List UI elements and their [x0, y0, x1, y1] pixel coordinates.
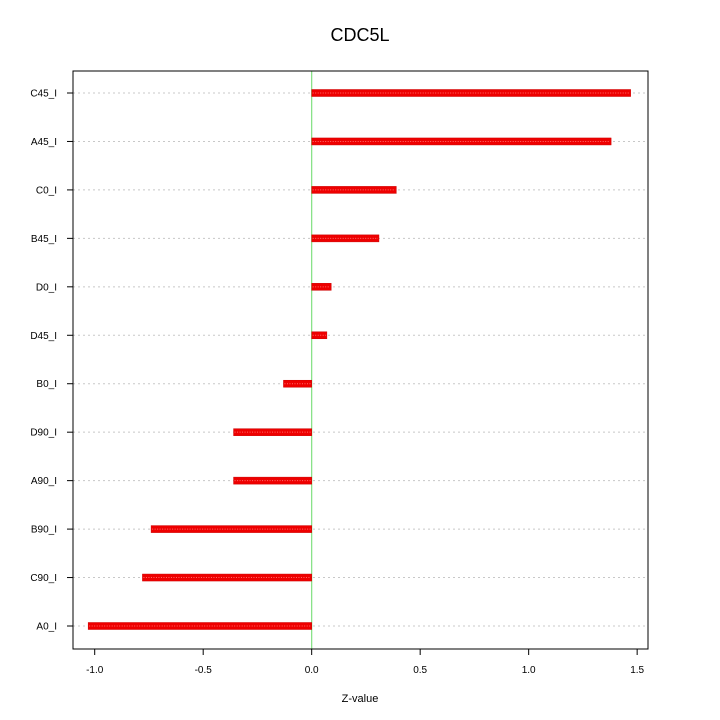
- bar-rect: [150, 525, 312, 533]
- y-tick-label: B0_I: [36, 379, 57, 390]
- bar-rect: [311, 186, 397, 194]
- bar-A0_I: [87, 622, 312, 630]
- x-tick-label: 1.5: [630, 665, 644, 676]
- y-tick-label: D0_I: [36, 282, 57, 293]
- y-tick-label: A0_I: [36, 622, 57, 633]
- bar-rect: [311, 137, 612, 146]
- x-axis: -1.0 -0.5 0.0 0.5 1.0 1.5: [86, 649, 645, 676]
- y-tick-label: D90_I: [30, 428, 57, 439]
- y-tick-label: D45_I: [30, 331, 57, 342]
- bar-D90_I: [233, 428, 312, 436]
- bar-D45_I: [311, 331, 328, 340]
- y-tick-label: C0_I: [36, 185, 57, 196]
- y-tick-label: C45_I: [30, 89, 57, 100]
- bar-rect: [311, 283, 332, 291]
- y-tick-label: C90_I: [30, 573, 57, 584]
- bars: [87, 89, 631, 630]
- y-tick-label: B45_I: [31, 234, 57, 245]
- y-axis: C45_I A45_I C0_I B45_I D0_I D45_I B0_I D90_I A90…: [30, 89, 73, 633]
- bar-C45_I: [311, 89, 631, 97]
- bar-C0_I: [311, 186, 397, 194]
- bar-B0_I: [283, 379, 312, 388]
- chart-title: CDC5L: [330, 25, 389, 45]
- bar-rect: [311, 331, 328, 340]
- bar-D0_I: [311, 283, 332, 291]
- bar-B45_I: [311, 234, 380, 243]
- y-tick-label: A45_I: [31, 137, 57, 148]
- bar-C90_I: [142, 573, 312, 582]
- x-tick-label: 1.0: [522, 665, 536, 676]
- x-tick-label: 0.5: [413, 665, 427, 676]
- x-tick-label: 0.0: [305, 665, 319, 676]
- bar-A90_I: [233, 476, 312, 485]
- x-axis-title: Z-value: [342, 693, 379, 705]
- x-tick-label: -1.0: [86, 665, 104, 676]
- x-tick-label: -0.5: [195, 665, 213, 676]
- bar-A45_I: [311, 137, 612, 146]
- y-tick-label: A90_I: [31, 476, 57, 487]
- grid-lines: [73, 92, 648, 627]
- bar-rect: [142, 573, 312, 582]
- plot-frame: [72, 70, 649, 650]
- bar-B90_I: [150, 525, 312, 533]
- y-tick-label: B90_I: [31, 525, 57, 536]
